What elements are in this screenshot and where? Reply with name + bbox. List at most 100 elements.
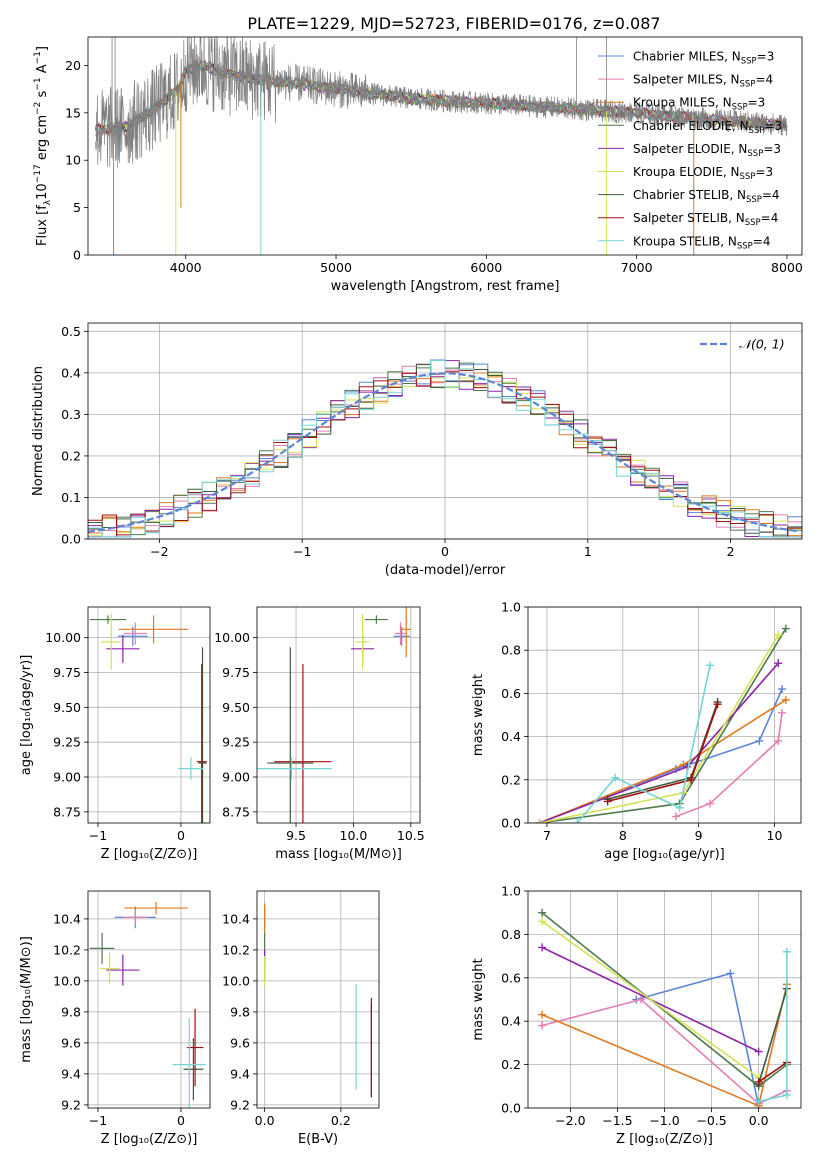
y-axis-label-part: −1: [33, 51, 43, 64]
y-tick-label: 9.2: [230, 1097, 250, 1112]
y-tick-label: 9.4: [61, 1066, 81, 1081]
y-axis-label-part: Flux [f: [35, 205, 50, 246]
weight-line: [539, 662, 779, 823]
x-tick-label: 2: [727, 544, 735, 559]
x-tick-label: 0: [441, 544, 449, 559]
y-tick-label: 9.6: [230, 1035, 250, 1050]
errorbar-point: [106, 954, 140, 986]
legend-label-main: Kroupa MILES, N: [633, 96, 732, 110]
legend-label-n: =4: [753, 234, 771, 248]
panel-weight-vs-Z: −2.0 −1.5 −1.0 −0.5 0.0 0.0 0.2 0.4 0.6 0.8 1.0 Z […: [471, 884, 802, 1147]
y-tick-label: 9.50: [222, 700, 250, 715]
plot-area: [95, 37, 788, 255]
plot-area: [89, 901, 206, 1108]
plus-marker: [573, 819, 582, 823]
errorbar-point: [89, 615, 127, 624]
y-tick-label: 0.4: [501, 1014, 521, 1029]
y-axis-label-part: s: [35, 90, 50, 101]
x-tick-label: 0: [177, 828, 185, 843]
errorbar-point: [183, 1038, 204, 1101]
y-tick-label: 9.75: [53, 665, 81, 680]
legend-label-main: Kroupa STELIB, N: [633, 234, 737, 248]
errorbar-point: [172, 1018, 206, 1108]
plus-marker: [675, 803, 684, 812]
plus-marker: [538, 917, 547, 926]
legend-label-sub: SSP: [740, 172, 756, 182]
y-tick-label: 0.2: [61, 448, 81, 463]
histogram-step: [88, 360, 802, 538]
y-tick-label: 9.2: [61, 1097, 81, 1112]
axes-frame: [527, 890, 802, 1109]
y-tick-label: 5: [73, 200, 81, 215]
y-axis-label-part: −1: [33, 77, 43, 90]
axes-frame: [527, 606, 802, 824]
legend-label-main: Chabrier ELODIE, N: [633, 119, 749, 133]
y-tick-label: 0.1: [61, 490, 81, 505]
legend-label-n: =3: [755, 165, 773, 179]
y-tick-label: 0.8: [501, 643, 521, 658]
plus-marker: [726, 969, 735, 978]
x-axis-label: wavelength [Angstrom, rest frame]: [331, 279, 560, 294]
y-tick-label: 15: [65, 105, 81, 120]
errorbar-point: [118, 615, 189, 644]
y-axis-label-part: erg cm: [35, 115, 50, 164]
y-tick-label: 10.2: [53, 942, 81, 957]
axes-frame: [256, 606, 421, 824]
y-tick-label: 20: [65, 58, 81, 73]
errorbar-point: [99, 953, 120, 984]
plus-marker: [687, 775, 696, 784]
weight-line: [576, 665, 711, 823]
y-tick-label: 9.8: [230, 1004, 250, 1019]
x-tick-label: −1.0: [649, 1113, 679, 1128]
errorbar-point: [123, 622, 147, 645]
weight-line: [757, 988, 788, 1085]
plus-marker: [774, 659, 783, 668]
legend-label-n: =4: [755, 73, 773, 87]
y-tick-label: 10.2: [222, 942, 250, 957]
legend-label-n: =3: [748, 96, 766, 110]
legend-label: Chabrier MILES, NSSP=3: [633, 50, 774, 67]
y-axis-label: mass [log₁₀(M/M⊙)]: [19, 936, 34, 1063]
x-tick-label: 0.2: [331, 1113, 351, 1128]
x-axis-label: age [log₁₀(age/yr)]: [604, 847, 725, 862]
weight-line: [758, 1061, 788, 1083]
plot-area: [538, 908, 791, 1108]
y-axis-label-part: ]: [35, 46, 50, 51]
y-axis-label-part: −2: [33, 102, 43, 115]
legend-label-main: Chabrier MILES, N: [633, 50, 741, 64]
plus-marker: [774, 631, 783, 640]
x-tick-label: 8000: [771, 260, 803, 275]
legend-label: Salpeter STELIB, NSSP=4: [633, 211, 778, 228]
y-tick-label: 0.0: [501, 816, 521, 831]
x-tick-label: 5000: [320, 260, 352, 275]
y-tick-label: 0: [73, 248, 81, 263]
x-tick-label: 7: [543, 828, 551, 843]
x-axis-label: Z [log₁₀(Z/Z⊙)]: [101, 847, 198, 862]
normal-curve: [88, 372, 800, 533]
legend-label-sub: SSP: [737, 241, 753, 251]
plus-marker: [603, 797, 612, 806]
x-axis-label: Z [log₁₀(Z/Z⊙)]: [101, 1132, 198, 1147]
plus-marker: [535, 819, 544, 823]
y-axis-label-part: λ: [43, 199, 53, 205]
errorbar-point: [364, 615, 388, 624]
weight-line: [541, 998, 788, 1105]
y-tick-label: 1.0: [501, 884, 521, 899]
y-tick-label: 9.00: [53, 770, 81, 785]
y-axis-label: mass weight: [471, 674, 486, 756]
y-tick-label: 10: [65, 153, 81, 168]
plus-marker: [538, 943, 547, 952]
y-tick-label: 9.4: [230, 1066, 250, 1081]
legend-label: Salpeter ELODIE, NSSP=3: [633, 142, 781, 159]
y-tick-label: 0.5: [61, 324, 81, 339]
x-tick-label: 4000: [170, 260, 202, 275]
y-tick-label: 9.8: [61, 1004, 81, 1019]
legend-label: Kroupa ELODIE, NSSP=3: [633, 165, 773, 182]
panel-mass-vs-EBV: 0.0 0.2 9.2 9.4 9.6 9.8 10.0 10.2 10.4 E(B-V): [222, 890, 380, 1147]
plus-marker: [754, 1097, 763, 1106]
plus-marker: [781, 624, 790, 633]
plot-area: [535, 624, 790, 823]
x-tick-label: 8: [619, 828, 627, 843]
